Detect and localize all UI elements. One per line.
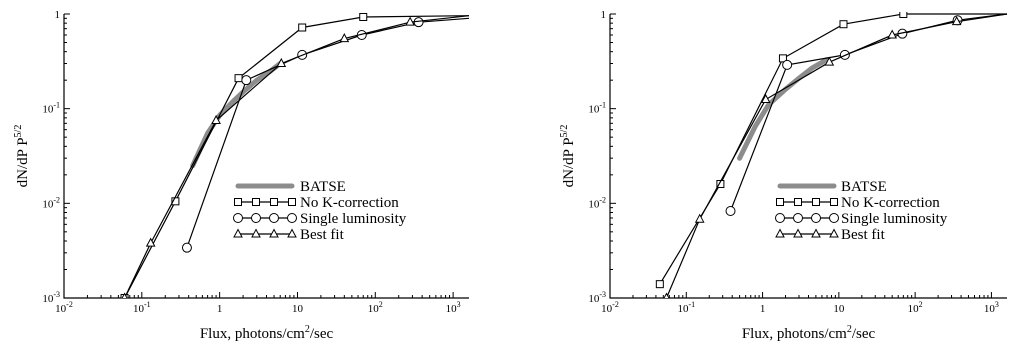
series-line-single-luminosity <box>729 13 1008 212</box>
series-line-batse <box>190 61 283 169</box>
series-line-no-k-correction <box>659 13 1007 285</box>
legend-label-batse: BATSE <box>300 179 346 195</box>
legend-marker-no-k-correction <box>776 198 784 206</box>
data-point-best-fit <box>887 29 898 39</box>
legend-marker-single-luminosity <box>269 213 279 223</box>
x-tick-label: 1 <box>217 303 223 315</box>
data-point-best-fit <box>694 213 705 223</box>
data-point-no-k-correction <box>778 54 787 63</box>
x-tick-label: 103 <box>984 300 999 315</box>
y-tick-label: 10-1 <box>42 101 60 116</box>
data-point-best-fit <box>824 56 835 66</box>
data-point-best-fit <box>951 16 962 26</box>
data-point-best-fit <box>339 33 350 43</box>
data-point-best-fit <box>276 57 287 67</box>
x-tick-label: 103 <box>446 300 461 315</box>
legend-marker-best-fit <box>269 228 279 238</box>
x-tick-label: 10-1 <box>133 300 151 315</box>
legend-label-best-fit: Best fit <box>841 227 886 243</box>
y-axis-label: dN/dP P5/2 <box>559 125 577 188</box>
legend-label-batse: BATSE <box>841 179 887 195</box>
plot-area <box>120 12 470 298</box>
legend-label-single-luminosity: Single luminosity <box>300 211 407 227</box>
x-tick-label: 10-1 <box>677 300 695 315</box>
y-tick-label: 10-2 <box>42 195 60 210</box>
legend-marker-no-k-correction <box>288 198 296 206</box>
legend-marker-single-luminosity <box>793 213 803 223</box>
legend-label-best-fit: Best fit <box>300 227 345 243</box>
series-line-best-fit <box>124 15 470 298</box>
x-axis-label: Flux, photons/cm2/sec <box>200 324 334 342</box>
data-point-single-luminosity <box>725 205 736 216</box>
series-line-single-luminosity <box>186 17 470 248</box>
plot-area <box>655 12 1008 298</box>
x-tick-label: 10-2 <box>55 300 73 315</box>
legend-label-no-k-correction: No K-correction <box>300 195 399 211</box>
data-point-single-luminosity <box>241 75 252 86</box>
legend-marker-single-luminosity <box>811 213 821 223</box>
x-tick-label: 102 <box>908 300 923 315</box>
legend-marker-best-fit <box>775 228 785 238</box>
legend-marker-best-fit <box>811 228 821 238</box>
legend-marker-no-k-correction <box>270 198 278 206</box>
axes-frame <box>609 14 1007 299</box>
y-tick-label: 10-3 <box>42 290 60 305</box>
data-point-best-fit <box>663 292 670 298</box>
x-tick-label: 1 <box>760 303 766 315</box>
legend-marker-no-k-correction <box>252 198 260 206</box>
legend-marker-single-luminosity <box>287 213 297 223</box>
x-tick-label: 10 <box>292 303 304 315</box>
data-point-no-k-correction <box>298 23 307 32</box>
legend-marker-single-luminosity <box>775 213 785 223</box>
data-point-best-fit <box>145 237 156 247</box>
legend-marker-no-k-correction <box>830 198 838 206</box>
legend-label-no-k-correction: No K-correction <box>841 195 940 211</box>
data-point-single-luminosity <box>782 59 793 70</box>
data-point-best-fit <box>760 93 771 103</box>
series-line-batse <box>737 57 830 161</box>
legend-marker-best-fit <box>251 228 261 238</box>
data-point-no-k-correction <box>839 20 848 29</box>
data-point-no-k-correction <box>234 74 243 83</box>
legend-marker-no-k-correction <box>234 198 242 206</box>
data-point-no-k-correction <box>359 12 368 21</box>
legend-marker-single-luminosity <box>829 213 839 223</box>
y-tick-label: 1 <box>601 9 607 21</box>
legend-marker-best-fit <box>793 228 803 238</box>
y-tick-label: 10-3 <box>588 290 606 305</box>
data-point-no-k-correction <box>899 12 908 18</box>
data-point-single-luminosity <box>181 242 192 253</box>
data-point-best-fit <box>405 16 415 26</box>
y-tick-label: 10-1 <box>588 101 606 116</box>
data-point-best-fit <box>211 114 221 124</box>
legend-marker-no-k-correction <box>794 198 802 206</box>
legend-marker-single-luminosity <box>251 213 261 223</box>
legend-marker-single-luminosity <box>233 213 243 223</box>
x-tick-label: 102 <box>368 300 383 315</box>
y-tick-label: 10-2 <box>588 195 606 210</box>
data-point-best-fit <box>121 292 128 298</box>
legend-marker-no-k-correction <box>812 198 820 206</box>
series-line-no-k-correction <box>124 15 470 298</box>
legend-marker-best-fit <box>233 228 243 238</box>
legend-label-single-luminosity: Single luminosity <box>841 211 948 227</box>
x-axis-label: Flux, photons/cm2/sec <box>742 324 876 342</box>
legend-marker-best-fit <box>829 228 839 238</box>
data-point-no-k-correction <box>655 280 664 289</box>
y-axis-label: dN/dP P5/2 <box>13 125 31 188</box>
x-tick-label: 10 <box>833 303 845 315</box>
y-tick-label: 1 <box>55 9 61 21</box>
legend-marker-best-fit <box>287 228 297 238</box>
x-tick-label: 10-2 <box>601 300 619 315</box>
